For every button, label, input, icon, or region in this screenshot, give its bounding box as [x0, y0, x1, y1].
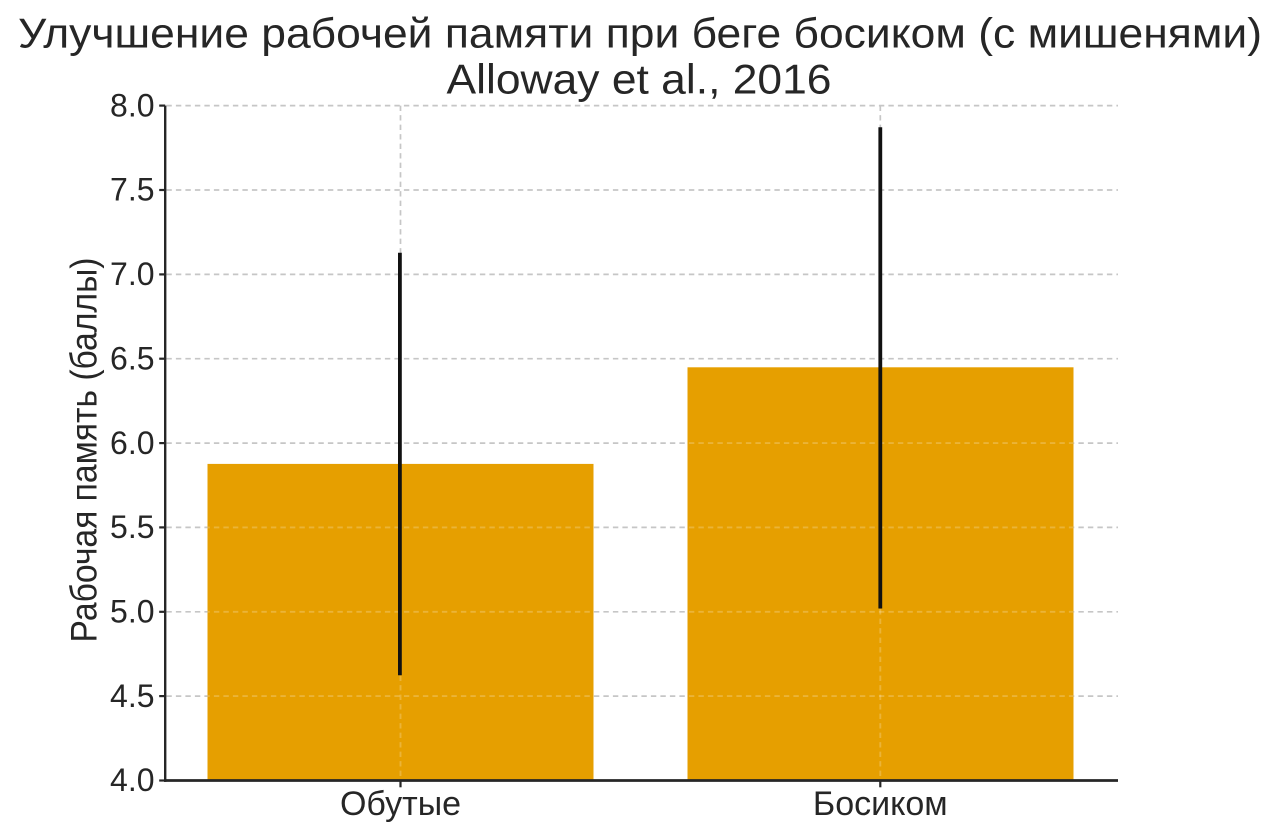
svg-text:6.5: 6.5	[110, 340, 154, 376]
svg-text:Босиком: Босиком	[813, 785, 948, 823]
svg-text:7.0: 7.0	[110, 256, 154, 292]
svg-text:7.5: 7.5	[110, 172, 154, 208]
svg-text:6.0: 6.0	[110, 425, 154, 461]
svg-text:4.0: 4.0	[110, 762, 154, 798]
svg-text:8.0: 8.0	[110, 87, 154, 123]
svg-text:Alloway et al., 2016: Alloway et al., 2016	[447, 56, 832, 103]
svg-text:5.5: 5.5	[110, 509, 154, 545]
svg-text:Улучшение рабочей памяти при б: Улучшение рабочей памяти при беге босико…	[18, 10, 1262, 57]
svg-text:Обутые: Обутые	[340, 785, 461, 823]
svg-text:Рабочая память (баллы): Рабочая память (баллы)	[64, 258, 105, 643]
svg-text:4.5: 4.5	[110, 678, 154, 714]
svg-text:5.0: 5.0	[110, 594, 154, 630]
